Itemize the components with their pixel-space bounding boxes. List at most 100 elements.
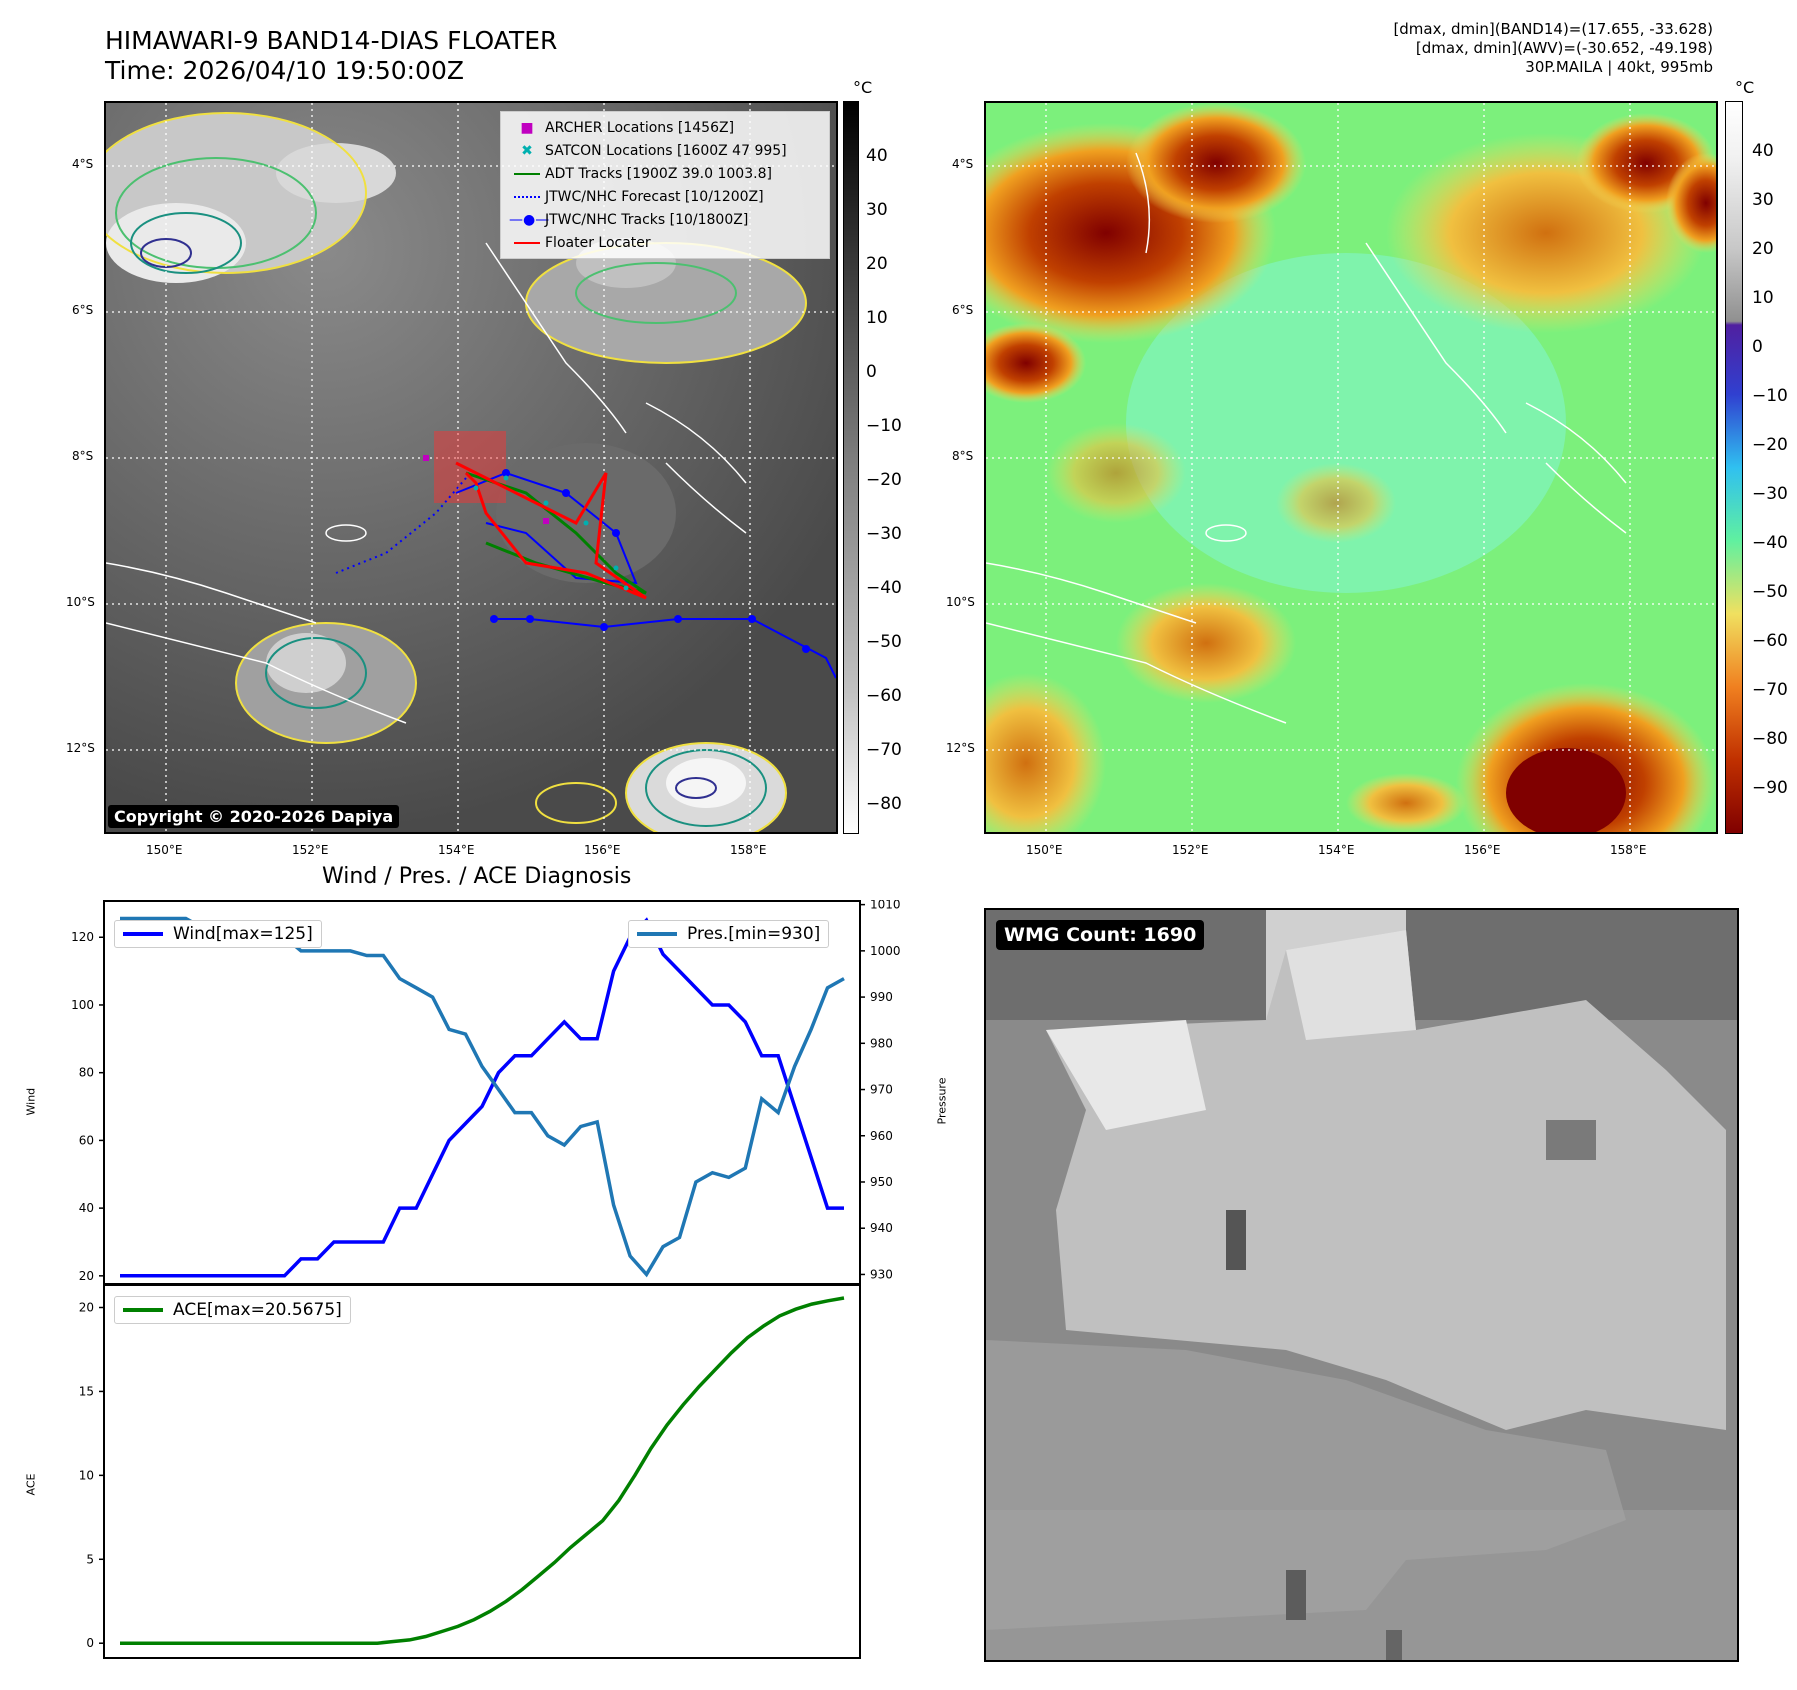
- lat-label: 12°S: [946, 741, 975, 755]
- info-box: [dmax, dmin](BAND14)=(17.655, -33.628) […: [1393, 20, 1713, 77]
- cbar1-tick: −60: [866, 686, 902, 706]
- wind-series-line: [120, 917, 844, 1278]
- ace-tick-label: 15: [79, 1384, 94, 1398]
- forecast-track: [335, 477, 467, 574]
- cbar1-tick: −50: [866, 632, 902, 652]
- cbar2-unit: °C: [1735, 78, 1755, 97]
- time-title: Time: 2026/04/10 19:50:00Z: [105, 56, 464, 85]
- pressure-tick-label: 940: [870, 1221, 893, 1235]
- satellite-title: HIMAWARI-9 BAND14-DIAS FLOATER: [105, 26, 558, 55]
- wind-tick-label: 20: [79, 1269, 94, 1283]
- solid-line-icon: [509, 166, 545, 182]
- cbar2-tick: −70: [1752, 680, 1788, 700]
- pressure-tick-label: 970: [870, 1083, 893, 1097]
- legend-forecast: JTWC/NHC Forecast [10/1200Z]: [509, 185, 821, 208]
- red-line-icon: [509, 235, 545, 251]
- legend-adt: ADT Tracks [1900Z 39.0 1003.8]: [509, 162, 821, 185]
- cbar1-tick: −30: [866, 524, 902, 544]
- ace-axes-frame: [103, 1283, 861, 1659]
- lat-label: 10°S: [946, 595, 975, 609]
- lon-label: 152°E: [292, 843, 329, 857]
- cbar1-tick: −10: [866, 416, 902, 436]
- awv-image-panel[interactable]: [984, 101, 1718, 834]
- lat-label: 12°S: [66, 741, 95, 755]
- cbar1-tick: 0: [866, 362, 877, 382]
- lon-label: 158°E: [1610, 843, 1647, 857]
- lon-label: 154°E: [1318, 843, 1355, 857]
- legend-satcon: ✖ SATCON Locations [1600Z 47 995]: [509, 139, 821, 162]
- ace-chart: 0 5 10 15 20: [79, 1283, 861, 1659]
- pressure-tick-label: 1000: [870, 944, 901, 958]
- cbar2-tick: −90: [1752, 778, 1788, 798]
- cbar1-unit: °C: [853, 78, 873, 97]
- diagnosis-title: Wind / Pres. / ACE Diagnosis: [322, 864, 632, 889]
- cbar2-tick: −40: [1752, 533, 1788, 553]
- wmg-count-badge: WMG Count: 1690: [996, 920, 1205, 950]
- lat-label: 10°S: [66, 595, 95, 609]
- cbar1-tick: 30: [866, 200, 888, 220]
- ir-colorbar: [843, 101, 859, 834]
- archer-area: [434, 431, 506, 503]
- pressure-tick-label: 1010: [870, 900, 901, 912]
- cbar2-tick: 30: [1752, 190, 1774, 210]
- cbar1-tick: 20: [866, 254, 888, 274]
- wind-legend: Wind[max=125]: [114, 920, 322, 948]
- lon-label: 156°E: [1464, 843, 1501, 857]
- cbar1-tick: −40: [866, 578, 902, 598]
- cbar2-tick: 10: [1752, 288, 1774, 308]
- ace-tick-label: 0: [86, 1636, 94, 1650]
- lat-label: 4°S: [72, 157, 94, 171]
- lat-label: 6°S: [72, 303, 94, 317]
- cbar2-tick: 20: [1752, 239, 1774, 259]
- wmg-image: [986, 910, 1737, 1660]
- ace-tick-label: 20: [79, 1301, 94, 1315]
- lat-label: 8°S: [72, 449, 94, 463]
- wmg-panel[interactable]: WMG Count: 1690: [984, 908, 1739, 1662]
- lat-label: 4°S: [952, 157, 974, 171]
- lon-label: 156°E: [584, 843, 621, 857]
- floater-track: [455, 461, 647, 600]
- ace-axis-label: ACE: [24, 1473, 38, 1496]
- cross-icon: ✖: [521, 142, 533, 159]
- lat-label: 8°S: [952, 449, 974, 463]
- map-legend: ■ ARCHER Locations [1456Z] ✖ SATCON Locati…: [500, 111, 830, 259]
- pressure-tick-label: 990: [870, 990, 893, 1004]
- cbar2-tick: 40: [1752, 141, 1774, 161]
- wind-axes-frame: [103, 900, 861, 1286]
- cbar2-tick: 0: [1752, 337, 1763, 357]
- legend-tracks: —●— JTWC/NHC Tracks [10/1800Z]: [509, 211, 749, 228]
- pressure-series-line: [120, 916, 845, 1278]
- dot-line-icon: —●—: [509, 211, 550, 228]
- wind-axis-label: Wind: [24, 1087, 38, 1116]
- band14-range: [dmax, dmin](BAND14)=(17.655, -33.628): [1393, 20, 1713, 38]
- cbar2-tick: −30: [1752, 484, 1788, 504]
- cbar1-tick: −80: [866, 794, 902, 814]
- pressure-legend: Pres.[min=930]: [628, 920, 830, 948]
- pressure-tick-label: 950: [870, 1175, 893, 1189]
- awv-image: [986, 103, 1716, 832]
- legend-archer: ■ ARCHER Locations [1456Z]: [509, 116, 821, 139]
- ace-line-icon: [123, 1308, 163, 1312]
- square-icon: ■: [520, 119, 534, 136]
- ace-tick-label: 5: [86, 1552, 94, 1566]
- cbar1-tick: 40: [866, 146, 888, 166]
- figure-title: HIMAWARI-9 BAND14-DIAS FLOATER Time: 202…: [105, 26, 557, 86]
- pressure-tick-label: 930: [870, 1267, 893, 1281]
- legend-floater: Floater Locater: [509, 231, 821, 254]
- wind-tick-label: 80: [79, 1066, 94, 1080]
- lat-label: 6°S: [952, 303, 974, 317]
- cbar2-tick: −10: [1752, 386, 1788, 406]
- ir-image-panel[interactable]: ■ ARCHER Locations [1456Z] ✖ SATCON Locati…: [104, 101, 838, 834]
- copyright-label: Copyright © 2020-2026 Dapiya: [108, 805, 400, 828]
- wind-tick-label: 100: [71, 998, 94, 1012]
- lon-label: 150°E: [1026, 843, 1063, 857]
- lon-label: 154°E: [438, 843, 475, 857]
- cbar2-tick: −20: [1752, 435, 1788, 455]
- cbar1-tick: −20: [866, 470, 902, 490]
- ace-tick-label: 10: [79, 1468, 94, 1482]
- wind-tick-label: 120: [71, 930, 94, 944]
- cbar1-tick: 10: [866, 308, 888, 328]
- wmg-cold-region: [1046, 930, 1726, 1430]
- storm-info: 30P.MAILA | 40kt, 995mb: [1525, 58, 1713, 76]
- coastline: [106, 622, 407, 724]
